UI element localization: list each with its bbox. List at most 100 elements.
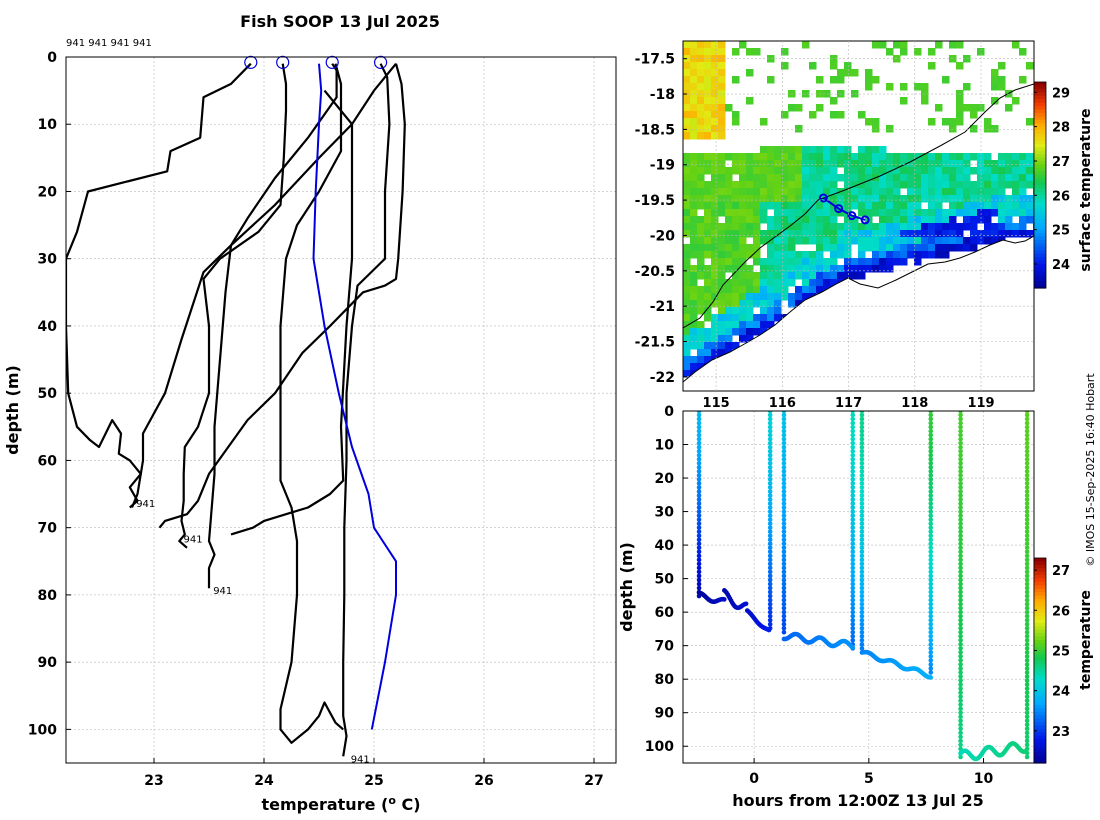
sst-colorbar-frame [1033,81,1047,289]
sst-cell [767,307,775,315]
section-dot [1024,573,1030,579]
sst-cell [718,307,726,315]
sst-cell [753,209,761,217]
sst-cell [886,244,894,252]
sst-cell [907,167,915,175]
sst-cell [732,258,740,266]
sst-cell [802,279,810,287]
sst-cell [767,293,775,301]
sst-cell [970,209,978,217]
sst-cell [697,307,705,315]
section-dot [1024,412,1030,418]
section-dot [781,497,787,502]
sst-cell [683,258,691,266]
sst-cell [914,153,922,161]
sst-cell [1012,174,1020,182]
sst-cell [998,195,1006,203]
sst-cell [963,202,971,210]
sst-cell [984,188,992,196]
sst-cell [865,258,873,266]
sst-cell [732,272,740,280]
section-dot [696,525,702,530]
sst-cell [718,223,726,231]
section-frame [682,410,1035,764]
section-dot [696,493,702,498]
sst-cell [690,83,698,91]
section-dot [850,424,856,430]
sst-cell [830,195,838,203]
sst-colorbar-segment [1034,212,1046,217]
section-colorbar-segment [1034,687,1046,692]
sst-cell [984,195,992,203]
sst-cell [949,160,957,168]
sst-cell [837,244,845,252]
sst-cell [865,202,873,210]
section-dot [850,621,856,627]
sst-colorbar-segment [1034,257,1046,262]
section-dot [958,549,963,555]
sst-cell [1005,216,1013,224]
sst-cell [697,272,705,280]
section-dot [1024,448,1030,454]
sst-cell [970,188,978,196]
section-dot [958,485,963,490]
sst-cell [697,48,705,56]
section-dot [1024,625,1030,631]
sst-cell [760,160,768,168]
sst-cell [746,286,754,294]
section-dot [767,428,773,434]
sst-cell [753,160,761,168]
sst-cell [858,237,866,245]
section-colorbar-segment [1034,742,1046,747]
sst-cell [928,181,936,189]
profile-line-drop1 [66,62,252,509]
sst-cell [872,160,880,168]
sst-cell [725,167,733,175]
section-dot [696,460,702,466]
sst-cell [774,202,782,210]
sst-cell [732,265,740,273]
section-dot [859,625,865,631]
section-dot [859,537,865,543]
sst-cell [872,167,880,175]
section-dot [928,597,934,603]
sst-cell [949,41,957,49]
section-dot [850,529,856,534]
section-colorbar-segment [1034,571,1046,576]
section-dot [781,424,787,430]
sst-cell [872,41,880,49]
section-dot [767,517,773,522]
sst-cell [732,160,740,168]
profiles-x-tick-label: 26 [474,773,493,789]
section-dot [1024,489,1030,494]
section-dot [850,412,856,418]
sst-cell [998,188,1006,196]
section-dot [767,460,773,466]
sst-cell [781,195,789,203]
sst-cell [760,321,768,329]
sst-cell [774,293,782,301]
section-dot [696,513,702,518]
sst-cell [879,202,887,210]
sst-cell [886,265,894,273]
sst-cell [809,286,817,294]
section-dot [850,509,856,514]
sst-cell [879,216,887,224]
section-dot [767,617,773,623]
section-dot [696,581,702,587]
section-dot [767,489,773,494]
section-dot [859,533,865,539]
sst-colorbar-segment [1034,171,1046,176]
sst-cell [893,202,901,210]
section-dot [850,585,856,591]
section-dot [767,456,773,462]
sst-cell [942,174,950,182]
sst-cell [718,83,726,91]
sst-cell [802,146,810,154]
sst-cell [697,83,705,91]
section-dot [850,541,856,547]
sst-cell [1012,153,1020,161]
sst-cell [984,160,992,168]
sst-cell [739,328,747,336]
